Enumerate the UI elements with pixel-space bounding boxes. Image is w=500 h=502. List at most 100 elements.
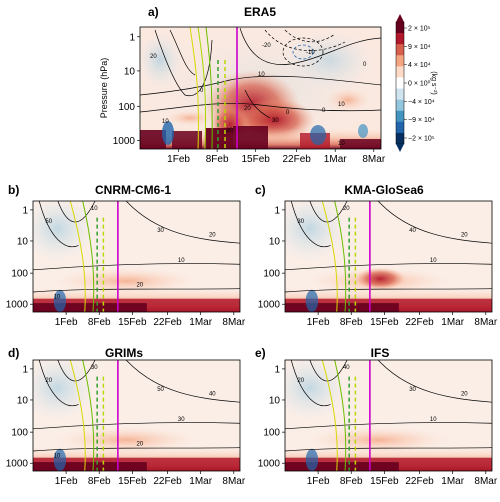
contour-label: 40 <box>343 365 350 371</box>
x-tick-label: 1Mar <box>441 476 464 487</box>
x-tick-label: 1Mar <box>189 476 212 487</box>
y-tick-label: 1000 <box>258 300 281 311</box>
contour-label: 10 <box>430 258 437 264</box>
axes-frame <box>284 359 493 472</box>
panel-grims: 20 30 50 40 30 20 10 d) GRIMs 1 10 100 1000 1Feb 8Feb 1… <box>6 346 246 487</box>
x-tick-label: 15Feb <box>242 154 271 165</box>
x-tick-label: 8Feb <box>340 317 363 328</box>
panel-ifs: 20 40 30 20 10 e) IFS 1 10 100 1000 1Feb 8Feb 15Feb 22… <box>255 346 498 487</box>
y-tick-label: 1000 <box>258 459 281 470</box>
axes-frame <box>32 359 241 472</box>
colorbar-tick-label: 2 × 10⁵ <box>408 26 431 33</box>
contour-label: 30 <box>91 365 98 371</box>
x-tick-label: 8Feb <box>206 154 229 165</box>
y-tick-label: 1 <box>22 205 28 216</box>
contour-label: 0 <box>286 110 290 116</box>
contour-line <box>309 201 348 223</box>
contour-label: 30 <box>409 387 416 393</box>
contour-line <box>285 263 492 271</box>
x-tick-label: 8Mar <box>474 476 497 487</box>
x-tick-label: 1Feb <box>167 154 190 165</box>
x-tick-label: 8Feb <box>340 476 363 487</box>
contour-label: 30 <box>157 228 164 234</box>
colorbar-tick-label: 4 × 10⁴ <box>408 62 431 69</box>
contour-label: 0 <box>200 88 204 94</box>
contour-line <box>377 360 492 403</box>
y-tick-label: 1000 <box>6 459 29 470</box>
axes-frame <box>139 26 382 150</box>
contour-line <box>38 360 79 406</box>
panel-kma-glosea6: 30 20 40 20 10 c) KMA-GloSea6 1 10 100 1000 1Feb 8Fe… <box>255 183 498 328</box>
x-tick-label: 8Feb <box>88 317 111 328</box>
colorbar: 2 × 10⁵ 9 × 10⁴ 4 × 10⁴ 0 × 10⁰ −4 × 10⁴ −9 ×… <box>395 14 437 152</box>
x-tick-label: 22Feb <box>405 317 434 328</box>
x-tick-label: 15Feb <box>118 317 147 328</box>
x-tick-label: 8Mar <box>222 476 245 487</box>
x-tick-label: 1Mar <box>441 317 464 328</box>
contour-line <box>33 422 240 430</box>
contour-label: 20 <box>137 282 144 288</box>
y-tick-label: 100 <box>263 269 280 280</box>
contour-label: 10 <box>338 102 345 108</box>
y-axis-label: Pressure (hPa) <box>99 58 109 119</box>
colorbar-swatch <box>396 88 404 100</box>
contour-label: -20 <box>262 43 271 49</box>
contour-label: 30 <box>297 219 304 225</box>
contour-label: 20 <box>226 128 233 134</box>
y-tick-label: 100 <box>11 269 28 280</box>
contour-line <box>38 201 79 247</box>
x-tick-label: 15Feb <box>370 476 399 487</box>
contour-label: 40 <box>409 228 416 234</box>
contour-line <box>285 288 492 293</box>
contour-line <box>290 201 331 247</box>
axes-frame <box>32 200 241 313</box>
contour-label: 0 <box>363 62 367 68</box>
panel-title: CNRM-CM6-1 <box>95 183 171 197</box>
panel-cnrm-cm6-1: 50 10 30 20 10 20 10 b) CNRM-CM6-1 1 10 100 1000 1Feb… <box>6 183 246 328</box>
y-tick-label: 1000 <box>113 136 136 147</box>
y-tick-label: 100 <box>263 428 280 439</box>
x-tick-label: 1Feb <box>307 476 330 487</box>
x-tick-label: 1Mar <box>324 154 347 165</box>
contour-label: 20 <box>45 378 52 384</box>
contour-label: 10 <box>91 206 98 212</box>
contour-label: 30 <box>272 118 279 124</box>
contour-label: 10 <box>258 72 265 78</box>
panel-label: a) <box>148 5 159 19</box>
contour-line <box>33 288 240 293</box>
contour-label: 10 <box>178 258 185 264</box>
x-tick-label: 22Feb <box>153 476 182 487</box>
y-tick-label: 1 <box>274 205 280 216</box>
colorbar-tick-label: −4 × 10⁴ <box>408 99 435 106</box>
contour-label: 20 <box>244 106 251 112</box>
x-tick-label: 8Mar <box>222 317 245 328</box>
colorbar-swatch <box>396 55 404 67</box>
x-tick-label: 22Feb <box>282 154 311 165</box>
contour-line <box>285 447 492 452</box>
contour-label: 10 <box>54 454 61 460</box>
x-tick-label: 8Mar <box>474 317 497 328</box>
contour-label: 10 <box>430 417 437 423</box>
panel-label: c) <box>255 183 266 197</box>
colorbar-swatch <box>396 66 404 78</box>
x-tick-label: 22Feb <box>405 476 434 487</box>
colorbar-swatch <box>396 132 404 145</box>
contour-line <box>57 360 96 382</box>
contour-line <box>290 360 331 406</box>
x-tick-label: 1Feb <box>307 317 330 328</box>
y-tick-label: 100 <box>118 102 135 113</box>
x-tick-label: 8Feb <box>88 476 111 487</box>
x-tick-label: 1Mar <box>189 317 212 328</box>
contour-label: 10 <box>338 141 345 147</box>
contour-line <box>285 422 492 430</box>
colorbar-swatch <box>396 121 404 134</box>
colorbar-swatch <box>396 110 404 123</box>
contour-label: 10 <box>54 295 61 301</box>
colorbar-tick-label: −9 × 10⁴ <box>408 117 435 124</box>
contour-label: -0 <box>320 108 326 114</box>
contour-label: 20 <box>461 392 468 398</box>
contour-label: 20 <box>137 441 144 447</box>
colorbar-swatch <box>396 77 404 89</box>
contour-label: 20 <box>297 378 304 384</box>
